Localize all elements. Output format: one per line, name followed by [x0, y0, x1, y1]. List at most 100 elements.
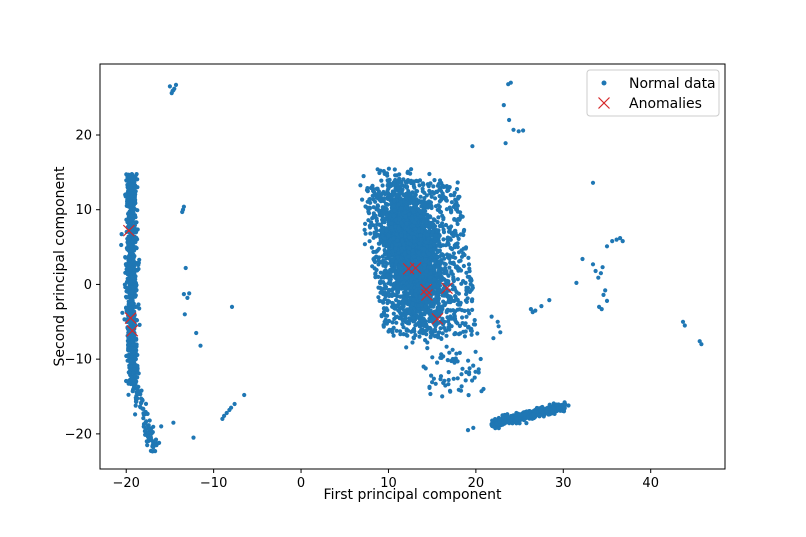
normal-point-863 — [133, 274, 138, 279]
normal-point-4489 — [467, 366, 472, 371]
normal-point-4889 — [517, 421, 522, 426]
normal-point-4250 — [363, 204, 368, 209]
normal-point-4052 — [375, 204, 381, 209]
normal-point-808 — [129, 172, 134, 177]
normal-point-4488 — [447, 350, 452, 355]
normal-point-4378 — [412, 239, 417, 244]
normal-point-4265 — [380, 205, 385, 210]
normal-point-899 — [130, 346, 135, 351]
normal-point-4284 — [453, 309, 458, 314]
normal-point-4536 — [471, 363, 476, 368]
normal-point-908 — [133, 412, 138, 417]
normal-point-3826 — [374, 186, 379, 191]
normal-point-979 — [143, 401, 149, 406]
normal-point-4373 — [454, 320, 459, 325]
normal-point-4450 — [428, 327, 433, 332]
normal-point-4522 — [446, 377, 451, 383]
normal-point-4069 — [470, 283, 475, 289]
normal-point-3959 — [424, 193, 429, 198]
normal-point-4200 — [441, 217, 446, 222]
normal-point-239 — [119, 242, 124, 248]
normal-point-4035 — [416, 250, 421, 256]
normal-point-893 — [135, 375, 140, 380]
normal-point-4419 — [426, 309, 431, 314]
normal-point-852 — [131, 381, 136, 386]
normal-point-4511 — [466, 393, 471, 398]
normal-point-4246 — [421, 307, 426, 312]
normal-point-4258 — [400, 183, 405, 188]
normal-point-926 — [139, 396, 144, 401]
normal-point-969 — [147, 427, 153, 432]
normal-point-4319 — [375, 248, 380, 253]
normal-point-4171 — [459, 248, 464, 253]
normal-point-4092 — [379, 299, 385, 304]
normal-point-4270 — [462, 227, 467, 233]
normal-point-4950 — [497, 419, 502, 424]
normal-point-3439 — [425, 340, 430, 345]
normal-point-882 — [136, 266, 141, 272]
normal-point-3602 — [464, 270, 469, 275]
normal-point-3488 — [397, 172, 402, 177]
normal-point-875 — [127, 262, 132, 267]
normal-point-4993 — [501, 103, 506, 108]
normal-point-914 — [153, 437, 159, 442]
normal-point-4514 — [448, 389, 453, 394]
normal-point-4225 — [410, 207, 415, 212]
normal-point-4462 — [450, 261, 455, 266]
normal-point-4399 — [399, 248, 404, 253]
normal-point-4478 — [381, 210, 386, 215]
normal-point-3712 — [472, 318, 477, 323]
normal-point-807 — [132, 197, 137, 202]
normal-point-3796 — [437, 194, 442, 199]
normal-point-3773 — [398, 196, 403, 201]
normal-point-894 — [124, 279, 130, 284]
normal-point-4968 — [183, 265, 188, 271]
normal-point-4936 — [506, 419, 511, 424]
normal-point-4980 — [229, 405, 234, 410]
normal-point-4479 — [451, 376, 456, 381]
normal-point-4458 — [393, 246, 398, 251]
normal-point-690 — [134, 235, 139, 241]
normal-point-4244 — [412, 319, 417, 324]
normal-point-741 — [135, 352, 140, 358]
normal-point-831 — [131, 213, 137, 219]
normal-point-4337 — [381, 306, 387, 311]
normal-point-4025 — [401, 245, 406, 250]
normal-point-4464 — [400, 239, 405, 244]
normal-point-3029 — [413, 323, 418, 328]
normal-point-4495 — [458, 388, 464, 393]
normal-point-4133 — [452, 313, 457, 319]
normal-point-4439 — [374, 193, 379, 198]
normal-point-898 — [137, 322, 142, 327]
normal-point-4472 — [437, 260, 442, 265]
normal-point-3692 — [376, 274, 381, 279]
normal-point-4839 — [524, 409, 529, 414]
normal-point-4486 — [429, 373, 434, 378]
normal-point-3360 — [376, 255, 382, 260]
normal-point-3698 — [464, 314, 469, 319]
normal-point-4239 — [454, 290, 459, 295]
normal-point-3673 — [475, 331, 480, 336]
normal-point-4469 — [454, 264, 459, 269]
normal-point-1354 — [436, 215, 441, 220]
normal-point-4024 — [384, 213, 389, 218]
normal-point-838 — [124, 217, 129, 222]
normal-point-988 — [145, 411, 150, 416]
normal-point-4148 — [399, 206, 404, 211]
normal-point-4332 — [434, 189, 439, 194]
normal-point-4506 — [476, 370, 481, 375]
normal-point-4044 — [419, 229, 425, 234]
normal-point-4350 — [374, 267, 379, 273]
normal-point-4369 — [436, 248, 441, 253]
normal-point-3881 — [386, 233, 391, 238]
normal-point-3780 — [457, 323, 462, 329]
normal-point-4487 — [460, 366, 465, 371]
normal-point-4382 — [396, 275, 401, 280]
normal-point-4366 — [399, 233, 404, 238]
normal-point-4990 — [470, 144, 475, 149]
normal-point-4425 — [378, 279, 383, 284]
normal-point-4966 — [181, 204, 186, 209]
normal-point-4533 — [464, 370, 469, 375]
normal-point-4491 — [435, 360, 440, 365]
normal-point-4957 — [538, 408, 543, 413]
